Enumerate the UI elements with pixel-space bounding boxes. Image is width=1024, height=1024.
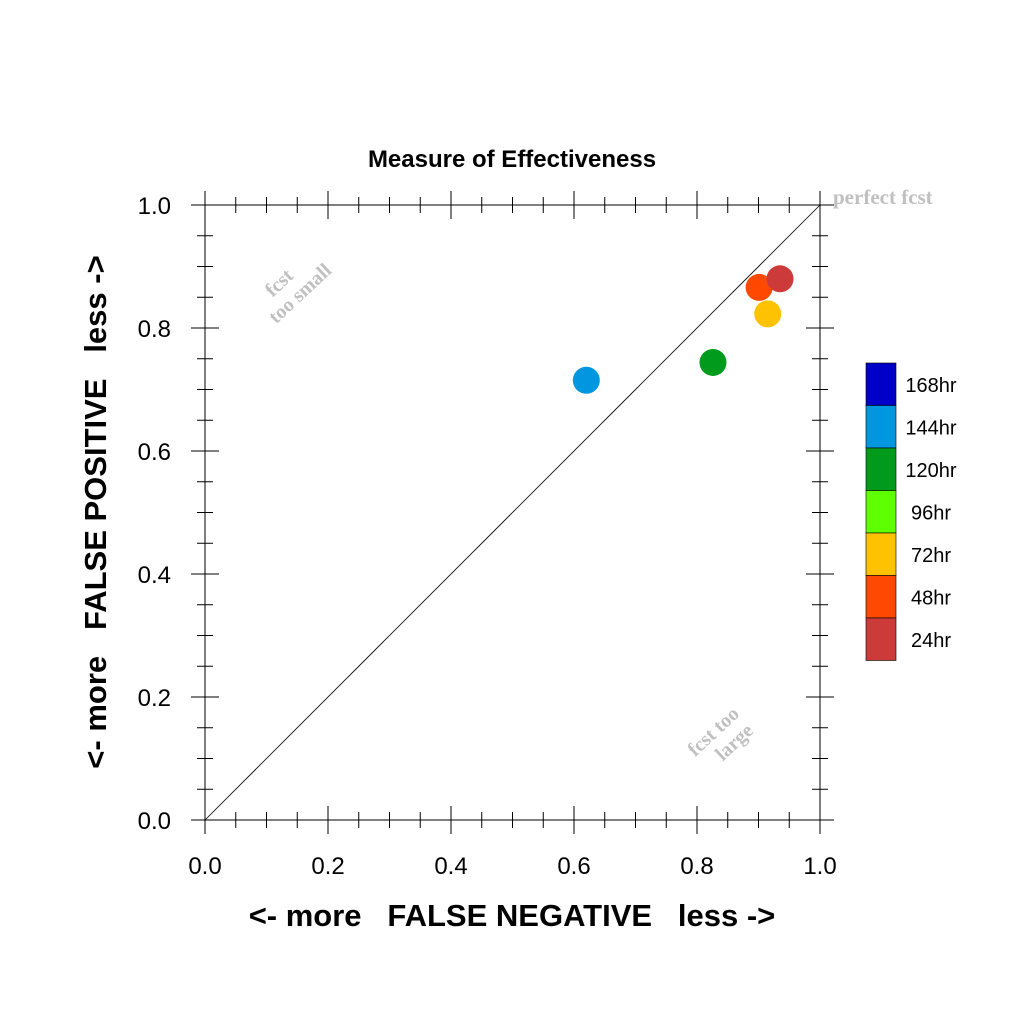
x-tick-label: 1.0: [803, 853, 836, 880]
point-48hr: [745, 273, 773, 301]
legend-swatch-72hr: [865, 532, 897, 576]
legend-label-48hr: 48hr: [911, 588, 951, 610]
x-tick-label: 0.4: [434, 853, 467, 880]
axis-tick-labels: 0.0 0.2 0.4 0.6 0.8 1.0 0.0 0.2 0.4 0.6 0.8 1.0: [138, 193, 837, 880]
y-axis-label: <- more FALSE POSITIVE less ->: [78, 255, 113, 768]
y-tick-label: 0.8: [138, 316, 171, 343]
y-tick-label: 0.2: [138, 685, 171, 712]
y-tick-label: 1.0: [138, 193, 171, 220]
legend-label-120hr: 120hr: [905, 460, 956, 482]
legend: 168hr 144hr 120hr 96hr 72hr 48hr 24hr: [865, 362, 957, 661]
y-tick-label: 0.6: [138, 439, 171, 466]
data-points: [572, 265, 794, 394]
legend-label-144hr: 144hr: [905, 418, 956, 440]
legend-label-168hr: 168hr: [905, 375, 956, 397]
point-72hr: [754, 300, 782, 328]
axis-ticks: [191, 191, 834, 834]
point-144hr: [572, 366, 600, 394]
too-small-annotation: fcst too small: [261, 259, 336, 328]
too-large-annotation: fcst too large: [684, 703, 758, 766]
x-tick-label: 0.8: [680, 853, 713, 880]
legend-swatch-48hr: [865, 575, 897, 619]
legend-swatch-120hr: [865, 447, 897, 491]
legend-swatch-96hr: [865, 490, 897, 534]
x-tick-label: 0.0: [188, 853, 221, 880]
legend-label-72hr: 72hr: [911, 545, 951, 567]
y-tick-label: 0.0: [138, 808, 171, 835]
legend-swatch-144hr: [865, 405, 897, 449]
x-tick-label: 0.6: [557, 853, 590, 880]
legend-label-24hr: 24hr: [911, 630, 951, 652]
legend-swatch-168hr: [865, 362, 897, 406]
point-120hr: [699, 348, 727, 376]
x-axis-label: <- more FALSE NEGATIVE less ->: [249, 898, 776, 933]
legend-swatch-24hr: [865, 617, 897, 661]
perfect-forecast-label: perfect fcst: [833, 185, 933, 209]
point-24hr: [766, 265, 794, 293]
chart-title: Measure of Effectiveness: [368, 146, 656, 173]
x-tick-label: 0.2: [311, 853, 344, 880]
legend-label-96hr: 96hr: [911, 503, 951, 525]
y-tick-label: 0.4: [138, 562, 171, 589]
perfect-forecast-diagonal: [204, 204, 821, 821]
